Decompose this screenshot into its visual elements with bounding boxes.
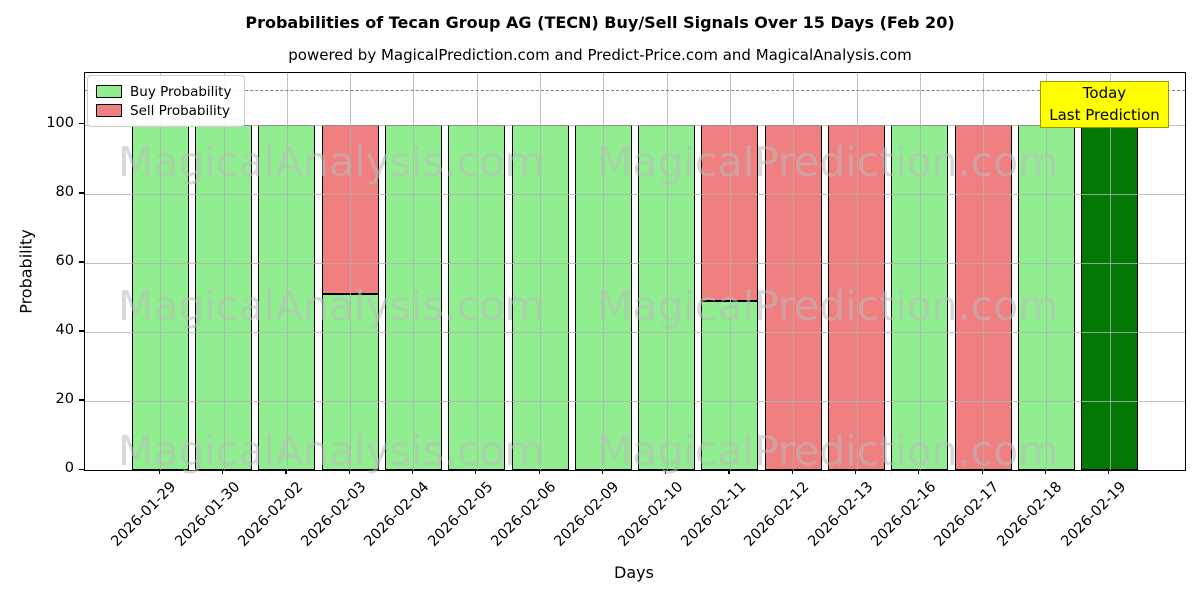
- x-tick-mark: [538, 469, 540, 474]
- vertical-gridline: [476, 73, 478, 470]
- sell-swatch-icon: [96, 104, 122, 117]
- y-tick-label: 60: [55, 252, 74, 269]
- horizontal-gridline: [85, 124, 1185, 126]
- watermark-text: MagicalPrediction.com: [597, 138, 1059, 186]
- vertical-gridline: [1109, 73, 1111, 470]
- vertical-gridline: [350, 73, 352, 470]
- y-tick-mark: [79, 123, 84, 125]
- vertical-gridline: [223, 73, 225, 470]
- chart-title: Probabilities of Tecan Group AG (TECN) B…: [245, 13, 955, 32]
- x-tick-label: 2026-02-16: [868, 479, 940, 550]
- x-tick-label: 2026-02-04: [361, 479, 433, 550]
- chart-subtitle: powered by MagicalPrediction.com and Pre…: [288, 46, 912, 64]
- buy-swatch-icon: [96, 85, 122, 98]
- x-tick-mark: [285, 469, 287, 474]
- x-tick-mark: [1108, 469, 1110, 474]
- vertical-gridline: [729, 73, 731, 470]
- vertical-gridline: [983, 73, 985, 470]
- y-tick-label: 20: [55, 390, 74, 407]
- horizontal-gridline: [85, 400, 1185, 402]
- horizontal-gridline: [85, 331, 1185, 333]
- y-tick-mark: [79, 468, 84, 470]
- x-tick-label: 2026-02-03: [298, 479, 370, 550]
- threshold-dashed-line: [85, 90, 1185, 92]
- legend-item-buy: Buy Probability: [96, 82, 236, 101]
- today-annotation-line1: Today: [1082, 84, 1127, 102]
- vertical-gridline: [160, 73, 162, 470]
- legend: Buy Probability Sell Probability: [87, 75, 245, 127]
- watermark-text: MagicalPrediction.com: [597, 427, 1059, 475]
- today-annotation-line2: Last Prediction: [1049, 106, 1160, 124]
- y-tick-mark: [79, 192, 84, 194]
- x-tick-mark: [728, 469, 730, 474]
- vertical-gridline: [413, 73, 415, 470]
- x-tick-label: 2026-01-29: [108, 479, 180, 550]
- vertical-gridline: [666, 73, 668, 470]
- horizontal-gridline: [85, 262, 1185, 264]
- vertical-gridline: [793, 73, 795, 470]
- x-tick-label: 2026-02-12: [741, 479, 813, 550]
- y-tick-label: 100: [46, 114, 74, 131]
- vertical-gridline: [856, 73, 858, 470]
- vertical-gridline: [603, 73, 605, 470]
- x-tick-mark: [791, 469, 793, 474]
- vertical-gridline: [540, 73, 542, 470]
- x-tick-label: 2026-02-13: [804, 479, 876, 550]
- x-tick-mark: [601, 469, 604, 474]
- x-tick-label: 2026-02-17: [931, 479, 1003, 550]
- today-annotation: Today Last Prediction: [1040, 81, 1169, 128]
- x-tick-label: 2026-02-19: [1058, 479, 1129, 550]
- x-tick-mark: [665, 469, 667, 474]
- legend-item-sell: Sell Probability: [96, 101, 236, 120]
- x-tick-label: 2026-02-02: [235, 479, 307, 550]
- y-tick-mark: [79, 261, 84, 263]
- vertical-gridline: [1046, 73, 1048, 470]
- watermark-text: MagicalAnalysis.com: [118, 282, 545, 330]
- plot-area: [84, 72, 1186, 471]
- x-tick-mark: [348, 469, 350, 474]
- x-tick-label: 2026-02-05: [425, 479, 497, 550]
- x-tick-mark: [1044, 469, 1047, 474]
- legend-label-buy: Buy Probability: [130, 83, 232, 100]
- y-tick-mark: [79, 330, 84, 332]
- x-tick-mark: [475, 469, 477, 474]
- x-tick-mark: [222, 469, 224, 474]
- vertical-gridline: [286, 73, 288, 470]
- x-tick-mark: [918, 469, 920, 474]
- y-tick-mark: [79, 399, 84, 401]
- x-tick-mark: [981, 469, 983, 474]
- y-tick-label: 80: [55, 183, 74, 200]
- y-axis-label: Probability: [16, 229, 36, 314]
- x-tick-label: 2026-02-18: [994, 479, 1066, 550]
- watermark-text: MagicalAnalysis.com: [118, 138, 545, 186]
- x-tick-mark: [411, 469, 414, 474]
- legend-label-sell: Sell Probability: [130, 102, 231, 119]
- watermark-text: MagicalAnalysis.com: [118, 427, 545, 475]
- x-tick-label: 2026-01-30: [172, 479, 243, 550]
- x-tick-mark: [158, 469, 160, 474]
- watermark-text: MagicalPrediction.com: [597, 282, 1059, 330]
- horizontal-gridline: [85, 193, 1185, 195]
- y-tick-label: 0: [64, 460, 74, 476]
- y-tick-label: 40: [55, 321, 74, 338]
- x-tick-mark: [855, 469, 857, 474]
- vertical-gridline: [919, 73, 921, 470]
- x-axis-label: Days: [614, 563, 654, 582]
